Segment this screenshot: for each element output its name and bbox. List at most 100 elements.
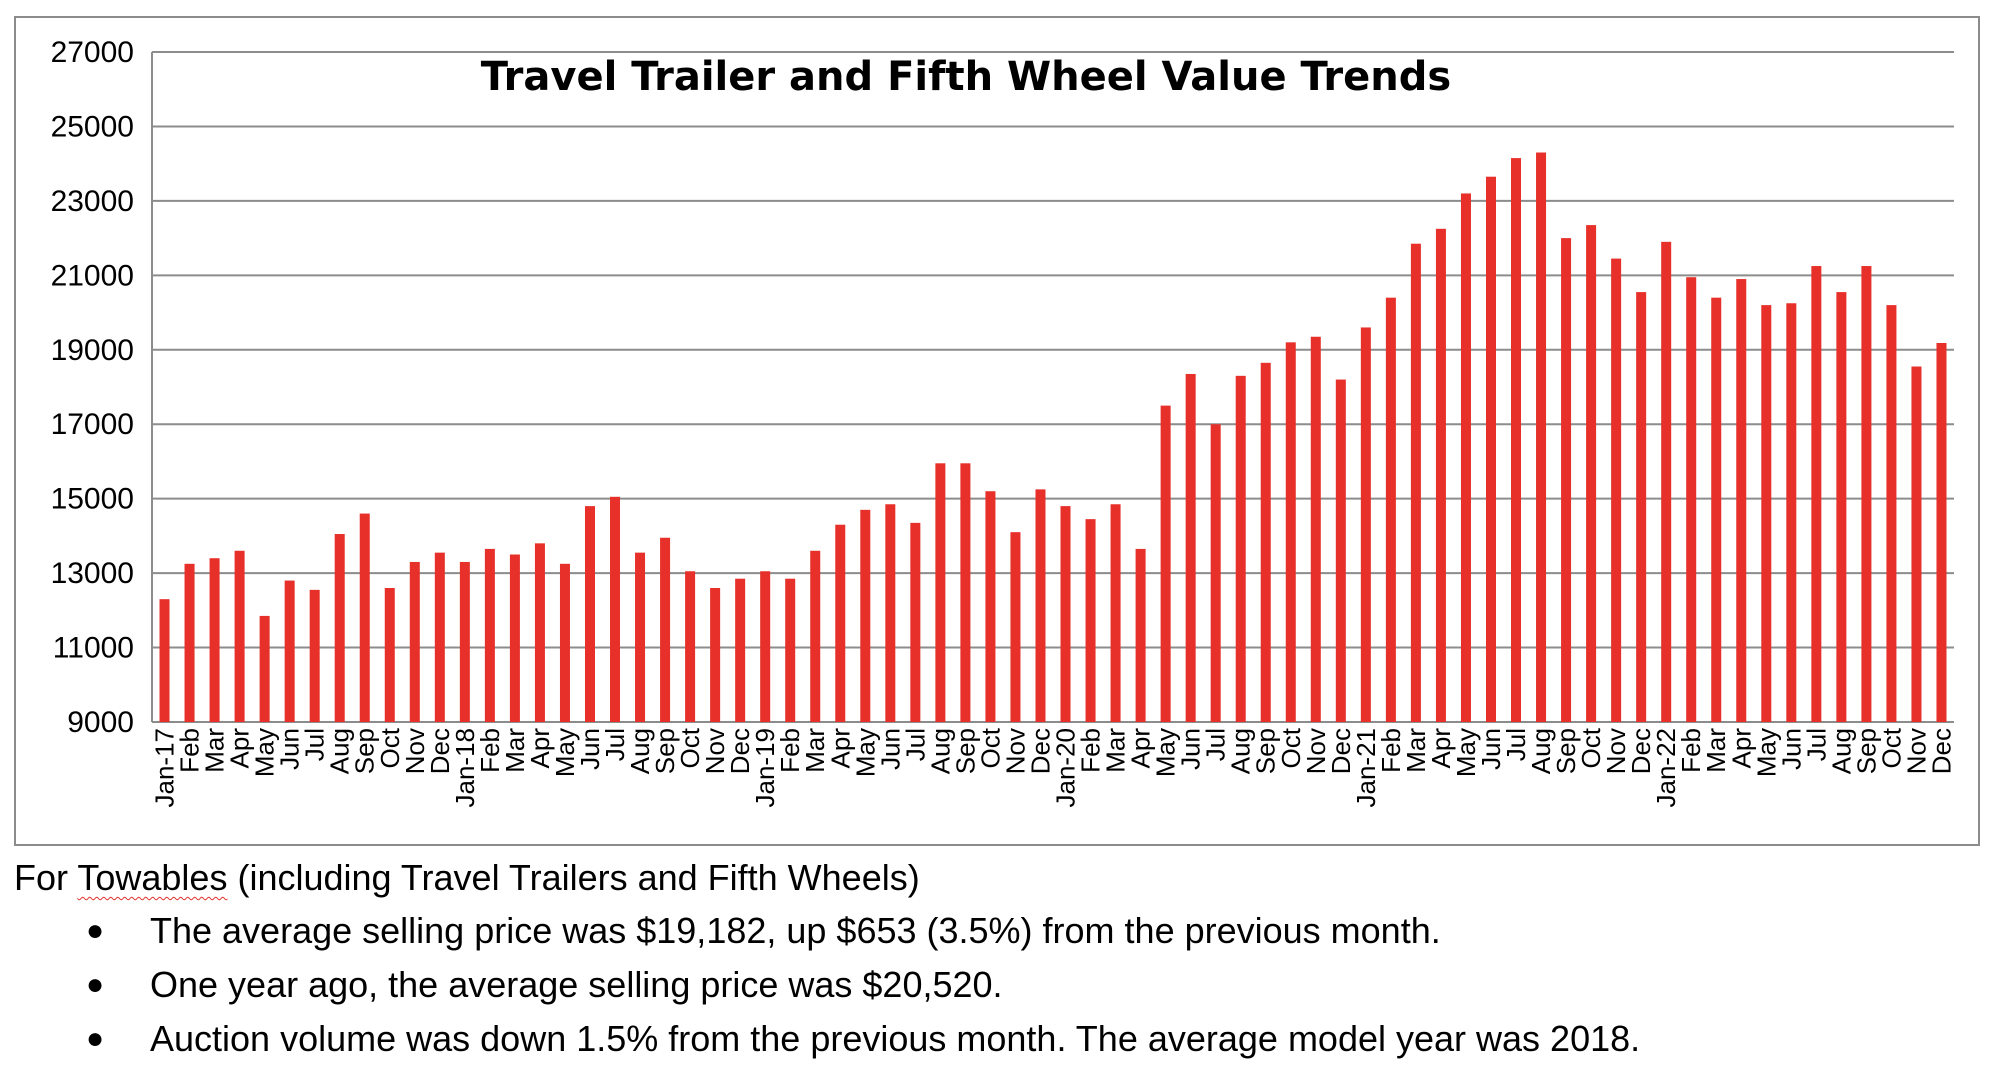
bullet-icon: ● bbox=[86, 914, 105, 947]
summary-bullet: ● One year ago, the average selling price… bbox=[14, 958, 1974, 1012]
bar bbox=[1285, 342, 1296, 722]
x-tick-label: May bbox=[850, 728, 880, 777]
bar bbox=[234, 550, 245, 722]
x-tick-label: Jul bbox=[1201, 728, 1231, 761]
y-tick-label: 21000 bbox=[51, 259, 134, 292]
bar bbox=[735, 578, 746, 722]
bar bbox=[1135, 548, 1146, 722]
x-tick-label: Dec bbox=[1326, 728, 1356, 774]
x-tick-label: Nov bbox=[1901, 728, 1931, 774]
bullet-icon: ● bbox=[86, 1022, 105, 1055]
bar bbox=[1586, 225, 1597, 723]
x-tick-label: Dec bbox=[1025, 728, 1055, 774]
x-tick-label: Aug bbox=[1526, 728, 1556, 774]
bar bbox=[1160, 405, 1171, 722]
x-tick-label: May bbox=[550, 728, 580, 777]
bar bbox=[835, 524, 846, 722]
bar bbox=[359, 513, 370, 722]
bar bbox=[1435, 228, 1446, 723]
summary-bullet-list: ● The average selling price was $19,182, … bbox=[14, 904, 1974, 1066]
bar bbox=[1511, 158, 1522, 723]
x-tick-label: Feb bbox=[175, 728, 205, 773]
bar bbox=[1886, 305, 1897, 722]
bar bbox=[459, 561, 470, 722]
y-axis-ticks: 27000 25000 23000 21000 19000 17000 15000 13000… bbox=[51, 36, 134, 739]
x-tick-label: Jul bbox=[300, 728, 330, 761]
x-tick-label: Sep bbox=[650, 728, 680, 774]
x-tick-label: Feb bbox=[1076, 728, 1106, 773]
bar bbox=[1636, 292, 1647, 722]
x-tick-label: Mar bbox=[800, 728, 830, 773]
x-tick-label: Jan-18 bbox=[450, 728, 480, 808]
x-tick-label: May bbox=[1751, 728, 1781, 777]
x-tick-label: Jan-20 bbox=[1051, 728, 1081, 808]
x-tick-label: Aug bbox=[325, 728, 355, 774]
bar bbox=[534, 543, 545, 722]
x-tick-label: Jan-22 bbox=[1651, 728, 1681, 808]
bar bbox=[334, 534, 345, 722]
x-tick-label: Aug bbox=[1826, 728, 1856, 774]
x-axis-ticks: Jan-17FebMarAprMayJunJulAugSepOctNovDecJ… bbox=[150, 727, 1957, 807]
bar bbox=[1210, 424, 1221, 722]
summary-section: For Towables (including Travel Trailers … bbox=[14, 852, 1974, 1066]
y-tick-label: 13000 bbox=[51, 557, 134, 590]
bar bbox=[434, 552, 445, 722]
x-tick-label: Oct bbox=[1576, 727, 1606, 768]
x-tick-label: Oct bbox=[1276, 727, 1306, 768]
x-tick-label: Jul bbox=[1501, 728, 1531, 761]
x-tick-label: Sep bbox=[350, 728, 380, 774]
x-tick-label: Oct bbox=[375, 727, 405, 768]
bar bbox=[509, 554, 520, 722]
x-tick-label: Nov bbox=[700, 728, 730, 774]
x-tick-label: Apr bbox=[225, 728, 255, 769]
bar bbox=[1060, 506, 1071, 722]
bar bbox=[309, 589, 320, 722]
bar bbox=[1310, 336, 1321, 722]
x-tick-label: Jul bbox=[600, 728, 630, 761]
bullet-icon: ● bbox=[86, 968, 105, 1001]
summary-heading-prefix: For bbox=[14, 857, 78, 898]
y-tick-label: 17000 bbox=[51, 408, 134, 441]
x-tick-label: Apr bbox=[525, 728, 555, 769]
x-tick-label: Apr bbox=[1426, 728, 1456, 769]
y-tick-label: 23000 bbox=[51, 185, 134, 218]
bar bbox=[1360, 327, 1371, 722]
x-tick-label: Feb bbox=[775, 728, 805, 773]
bar bbox=[685, 571, 696, 722]
x-tick-label: Feb bbox=[1676, 728, 1706, 773]
x-tick-label: Nov bbox=[1000, 728, 1030, 774]
summary-bullet: ● Auction volume was down 1.5% from the p… bbox=[14, 1012, 1974, 1066]
bar bbox=[559, 563, 570, 722]
x-tick-label: Dec bbox=[1926, 728, 1956, 774]
x-tick-label: Mar bbox=[500, 728, 530, 773]
summary-bullet-text: The average selling price was $19,182, u… bbox=[150, 910, 1441, 951]
bar bbox=[584, 506, 595, 722]
y-tick-label: 9000 bbox=[67, 706, 134, 739]
bar bbox=[1460, 193, 1471, 722]
x-tick-label: Mar bbox=[1101, 728, 1131, 773]
y-tick-label: 27000 bbox=[51, 36, 134, 69]
bar bbox=[1761, 305, 1772, 722]
bar bbox=[910, 522, 921, 722]
bar bbox=[259, 615, 270, 722]
chart-frame: 27000 25000 23000 21000 19000 17000 15000 13000… bbox=[14, 16, 1980, 846]
bar bbox=[1260, 362, 1271, 722]
x-tick-label: Sep bbox=[950, 728, 980, 774]
x-tick-label: Jul bbox=[1801, 728, 1831, 761]
bar bbox=[660, 537, 671, 722]
bar bbox=[1010, 532, 1021, 722]
bar bbox=[1861, 266, 1872, 722]
bar bbox=[710, 588, 721, 722]
bar bbox=[1611, 258, 1622, 722]
x-tick-label: Nov bbox=[400, 728, 430, 774]
bar bbox=[1085, 519, 1096, 722]
x-tick-label: Aug bbox=[625, 728, 655, 774]
x-tick-label: Nov bbox=[1301, 728, 1331, 774]
bar bbox=[635, 552, 646, 722]
y-tick-label: 19000 bbox=[51, 334, 134, 367]
x-tick-label: May bbox=[1451, 728, 1481, 777]
x-tick-label: Dec bbox=[425, 728, 455, 774]
x-tick-label: Apr bbox=[1726, 728, 1756, 769]
gridlines bbox=[151, 51, 1954, 723]
bar bbox=[1235, 375, 1246, 722]
